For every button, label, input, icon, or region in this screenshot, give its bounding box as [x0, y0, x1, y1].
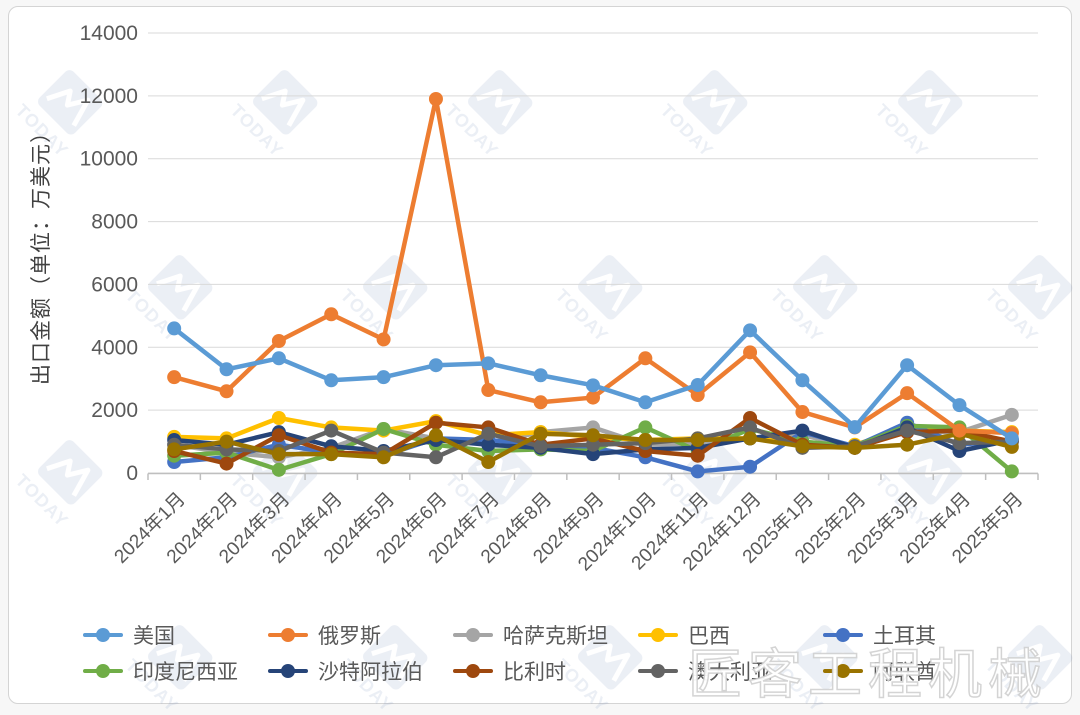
legend-marker-icon: [453, 663, 493, 679]
legend-label: 巴西: [688, 625, 730, 648]
legend-marker-icon: [823, 627, 863, 643]
svg-text:12000: 12000: [80, 85, 138, 108]
chart-card: [8, 6, 1072, 704]
legend-marker-icon: [638, 627, 678, 643]
legend-item-turkey: 土耳其: [823, 622, 1008, 648]
legend-item-uae: 阿联酋: [823, 658, 1008, 684]
brand-watermark-text: 匠客工程机械: [687, 644, 1048, 706]
svg-text:6000: 6000: [91, 273, 138, 296]
legend-label: 俄罗斯: [318, 625, 381, 648]
svg-text:2000: 2000: [91, 399, 138, 422]
legend-label: 澳大利亚: [688, 661, 772, 684]
legend-item-belgium: 比利时: [453, 658, 638, 684]
svg-text:14000: 14000: [80, 22, 138, 45]
svg-text:8000: 8000: [91, 211, 138, 234]
legend-item-indonesia: 印度尼西亚: [83, 658, 268, 684]
legend-item-usa: 美国: [83, 622, 268, 648]
legend-item-australia: 澳大利亚: [638, 658, 823, 684]
legend-label: 美国: [133, 625, 175, 648]
chart-legend: 美国 俄罗斯 哈萨克斯坦 巴西 土耳其 印度尼西亚 沙特阿拉伯 比利时 澳大利亚…: [83, 622, 1008, 684]
legend-label: 比利时: [503, 661, 566, 684]
legend-label: 哈萨克斯坦: [503, 625, 608, 648]
legend-label: 沙特阿拉伯: [318, 661, 423, 684]
svg-text:0: 0: [126, 462, 138, 485]
legend-marker-icon: [83, 627, 123, 643]
legend-marker-icon: [83, 663, 123, 679]
legend-item-russia: 俄罗斯: [268, 622, 453, 648]
legend-marker-icon: [268, 663, 308, 679]
legend-marker-icon: [638, 663, 678, 679]
legend-item-saudi-arabia: 沙特阿拉伯: [268, 658, 453, 684]
y-axis-title: 出口金额（单位：万美元）: [30, 121, 53, 385]
legend-marker-icon: [453, 627, 493, 643]
legend-item-brazil: 巴西: [638, 622, 823, 648]
svg-text:4000: 4000: [91, 336, 138, 359]
legend-marker-icon: [823, 663, 863, 679]
legend-marker-icon: [268, 627, 308, 643]
legend-label: 土耳其: [873, 625, 936, 648]
legend-label: 印度尼西亚: [133, 661, 238, 684]
svg-text:10000: 10000: [80, 148, 138, 171]
legend-item-kazakhstan: 哈萨克斯坦: [453, 622, 638, 648]
legend-label: 阿联酋: [873, 661, 936, 684]
